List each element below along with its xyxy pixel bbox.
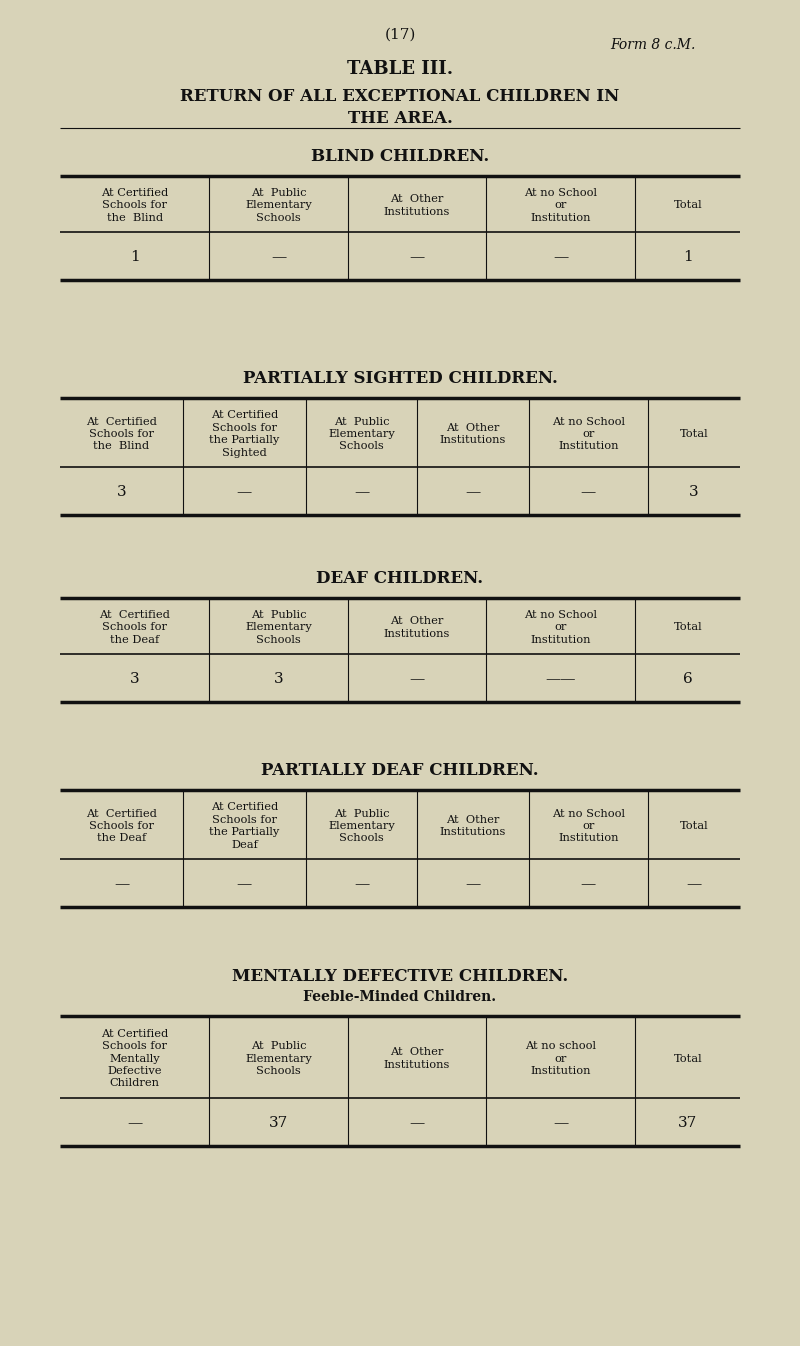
Text: (17): (17): [384, 28, 416, 42]
Text: —: —: [466, 878, 481, 891]
Text: Total: Total: [674, 201, 702, 210]
Text: Form 8 c.M.: Form 8 c.M.: [610, 38, 696, 52]
Text: 37: 37: [269, 1116, 288, 1131]
Text: MENTALLY DEFECTIVE CHILDREN.: MENTALLY DEFECTIVE CHILDREN.: [232, 968, 568, 985]
Text: THE AREA.: THE AREA.: [347, 110, 453, 127]
Text: At  Public
Elementary
Schools: At Public Elementary Schools: [328, 809, 395, 844]
Text: At Certified
Schools for
the Partially
Deaf: At Certified Schools for the Partially D…: [210, 802, 279, 849]
Text: —: —: [581, 485, 596, 499]
Text: PARTIALLY SIGHTED CHILDREN.: PARTIALLY SIGHTED CHILDREN.: [242, 370, 558, 388]
Text: —: —: [553, 250, 568, 264]
Text: —: —: [581, 878, 596, 891]
Text: —: —: [686, 878, 702, 891]
Text: At no school
or
Institution: At no school or Institution: [525, 1040, 596, 1075]
Text: —: —: [553, 1116, 568, 1131]
Text: —: —: [409, 250, 425, 264]
Text: 3: 3: [130, 672, 139, 686]
Text: At  Certified
Schools for
the  Blind: At Certified Schools for the Blind: [86, 417, 157, 451]
Text: At  Certified
Schools for
the Deaf: At Certified Schools for the Deaf: [99, 610, 170, 645]
Text: Total: Total: [679, 821, 708, 830]
Text: —: —: [409, 1116, 425, 1131]
Text: At  Other
Institutions: At Other Institutions: [384, 616, 450, 639]
Text: RETURN OF ALL EXCEPTIONAL CHILDREN IN: RETURN OF ALL EXCEPTIONAL CHILDREN IN: [180, 87, 620, 105]
Text: 3: 3: [274, 672, 283, 686]
Text: Total: Total: [674, 622, 702, 633]
Text: At no School
or
Institution: At no School or Institution: [524, 610, 597, 645]
Text: DEAF CHILDREN.: DEAF CHILDREN.: [317, 569, 483, 587]
Text: At  Public
Elementary
Schools: At Public Elementary Schools: [245, 1040, 312, 1075]
Text: At no School
or
Institution: At no School or Institution: [524, 188, 597, 223]
Text: 37: 37: [678, 1116, 698, 1131]
Text: At  Public
Elementary
Schools: At Public Elementary Schools: [245, 188, 312, 223]
Text: —: —: [354, 878, 370, 891]
Text: At no School
or
Institution: At no School or Institution: [552, 417, 625, 451]
Text: At Certified
Schools for
the  Blind: At Certified Schools for the Blind: [101, 188, 168, 223]
Text: PARTIALLY DEAF CHILDREN.: PARTIALLY DEAF CHILDREN.: [261, 762, 539, 779]
Text: At Certified
Schools for
Mentally
Defective
Children: At Certified Schools for Mentally Defect…: [101, 1028, 168, 1089]
Text: 3: 3: [689, 485, 698, 499]
Text: 1: 1: [683, 250, 693, 264]
Text: At  Other
Institutions: At Other Institutions: [440, 814, 506, 837]
Text: Total: Total: [679, 429, 708, 439]
Text: ——: ——: [546, 672, 576, 686]
Text: —: —: [409, 672, 425, 686]
Text: —: —: [237, 485, 252, 499]
Text: At  Certified
Schools for
the Deaf: At Certified Schools for the Deaf: [86, 809, 157, 844]
Text: 3: 3: [117, 485, 126, 499]
Text: —: —: [354, 485, 370, 499]
Text: 6: 6: [683, 672, 693, 686]
Text: Feeble-Minded Children.: Feeble-Minded Children.: [303, 991, 497, 1004]
Text: At  Public
Elementary
Schools: At Public Elementary Schools: [245, 610, 312, 645]
Text: —: —: [114, 878, 129, 891]
Text: At no School
or
Institution: At no School or Institution: [552, 809, 625, 844]
Text: —: —: [271, 250, 286, 264]
Text: —: —: [127, 1116, 142, 1131]
Text: BLIND CHILDREN.: BLIND CHILDREN.: [311, 148, 489, 166]
Text: At  Other
Institutions: At Other Institutions: [384, 194, 450, 217]
Text: At  Other
Institutions: At Other Institutions: [440, 423, 506, 446]
Text: 1: 1: [130, 250, 140, 264]
Text: —: —: [466, 485, 481, 499]
Text: At Certified
Schools for
the Partially
Sighted: At Certified Schools for the Partially S…: [210, 411, 279, 458]
Text: Total: Total: [674, 1054, 702, 1063]
Text: At  Public
Elementary
Schools: At Public Elementary Schools: [328, 417, 395, 451]
Text: At  Other
Institutions: At Other Institutions: [384, 1047, 450, 1070]
Text: —: —: [237, 878, 252, 891]
Text: TABLE III.: TABLE III.: [347, 61, 453, 78]
